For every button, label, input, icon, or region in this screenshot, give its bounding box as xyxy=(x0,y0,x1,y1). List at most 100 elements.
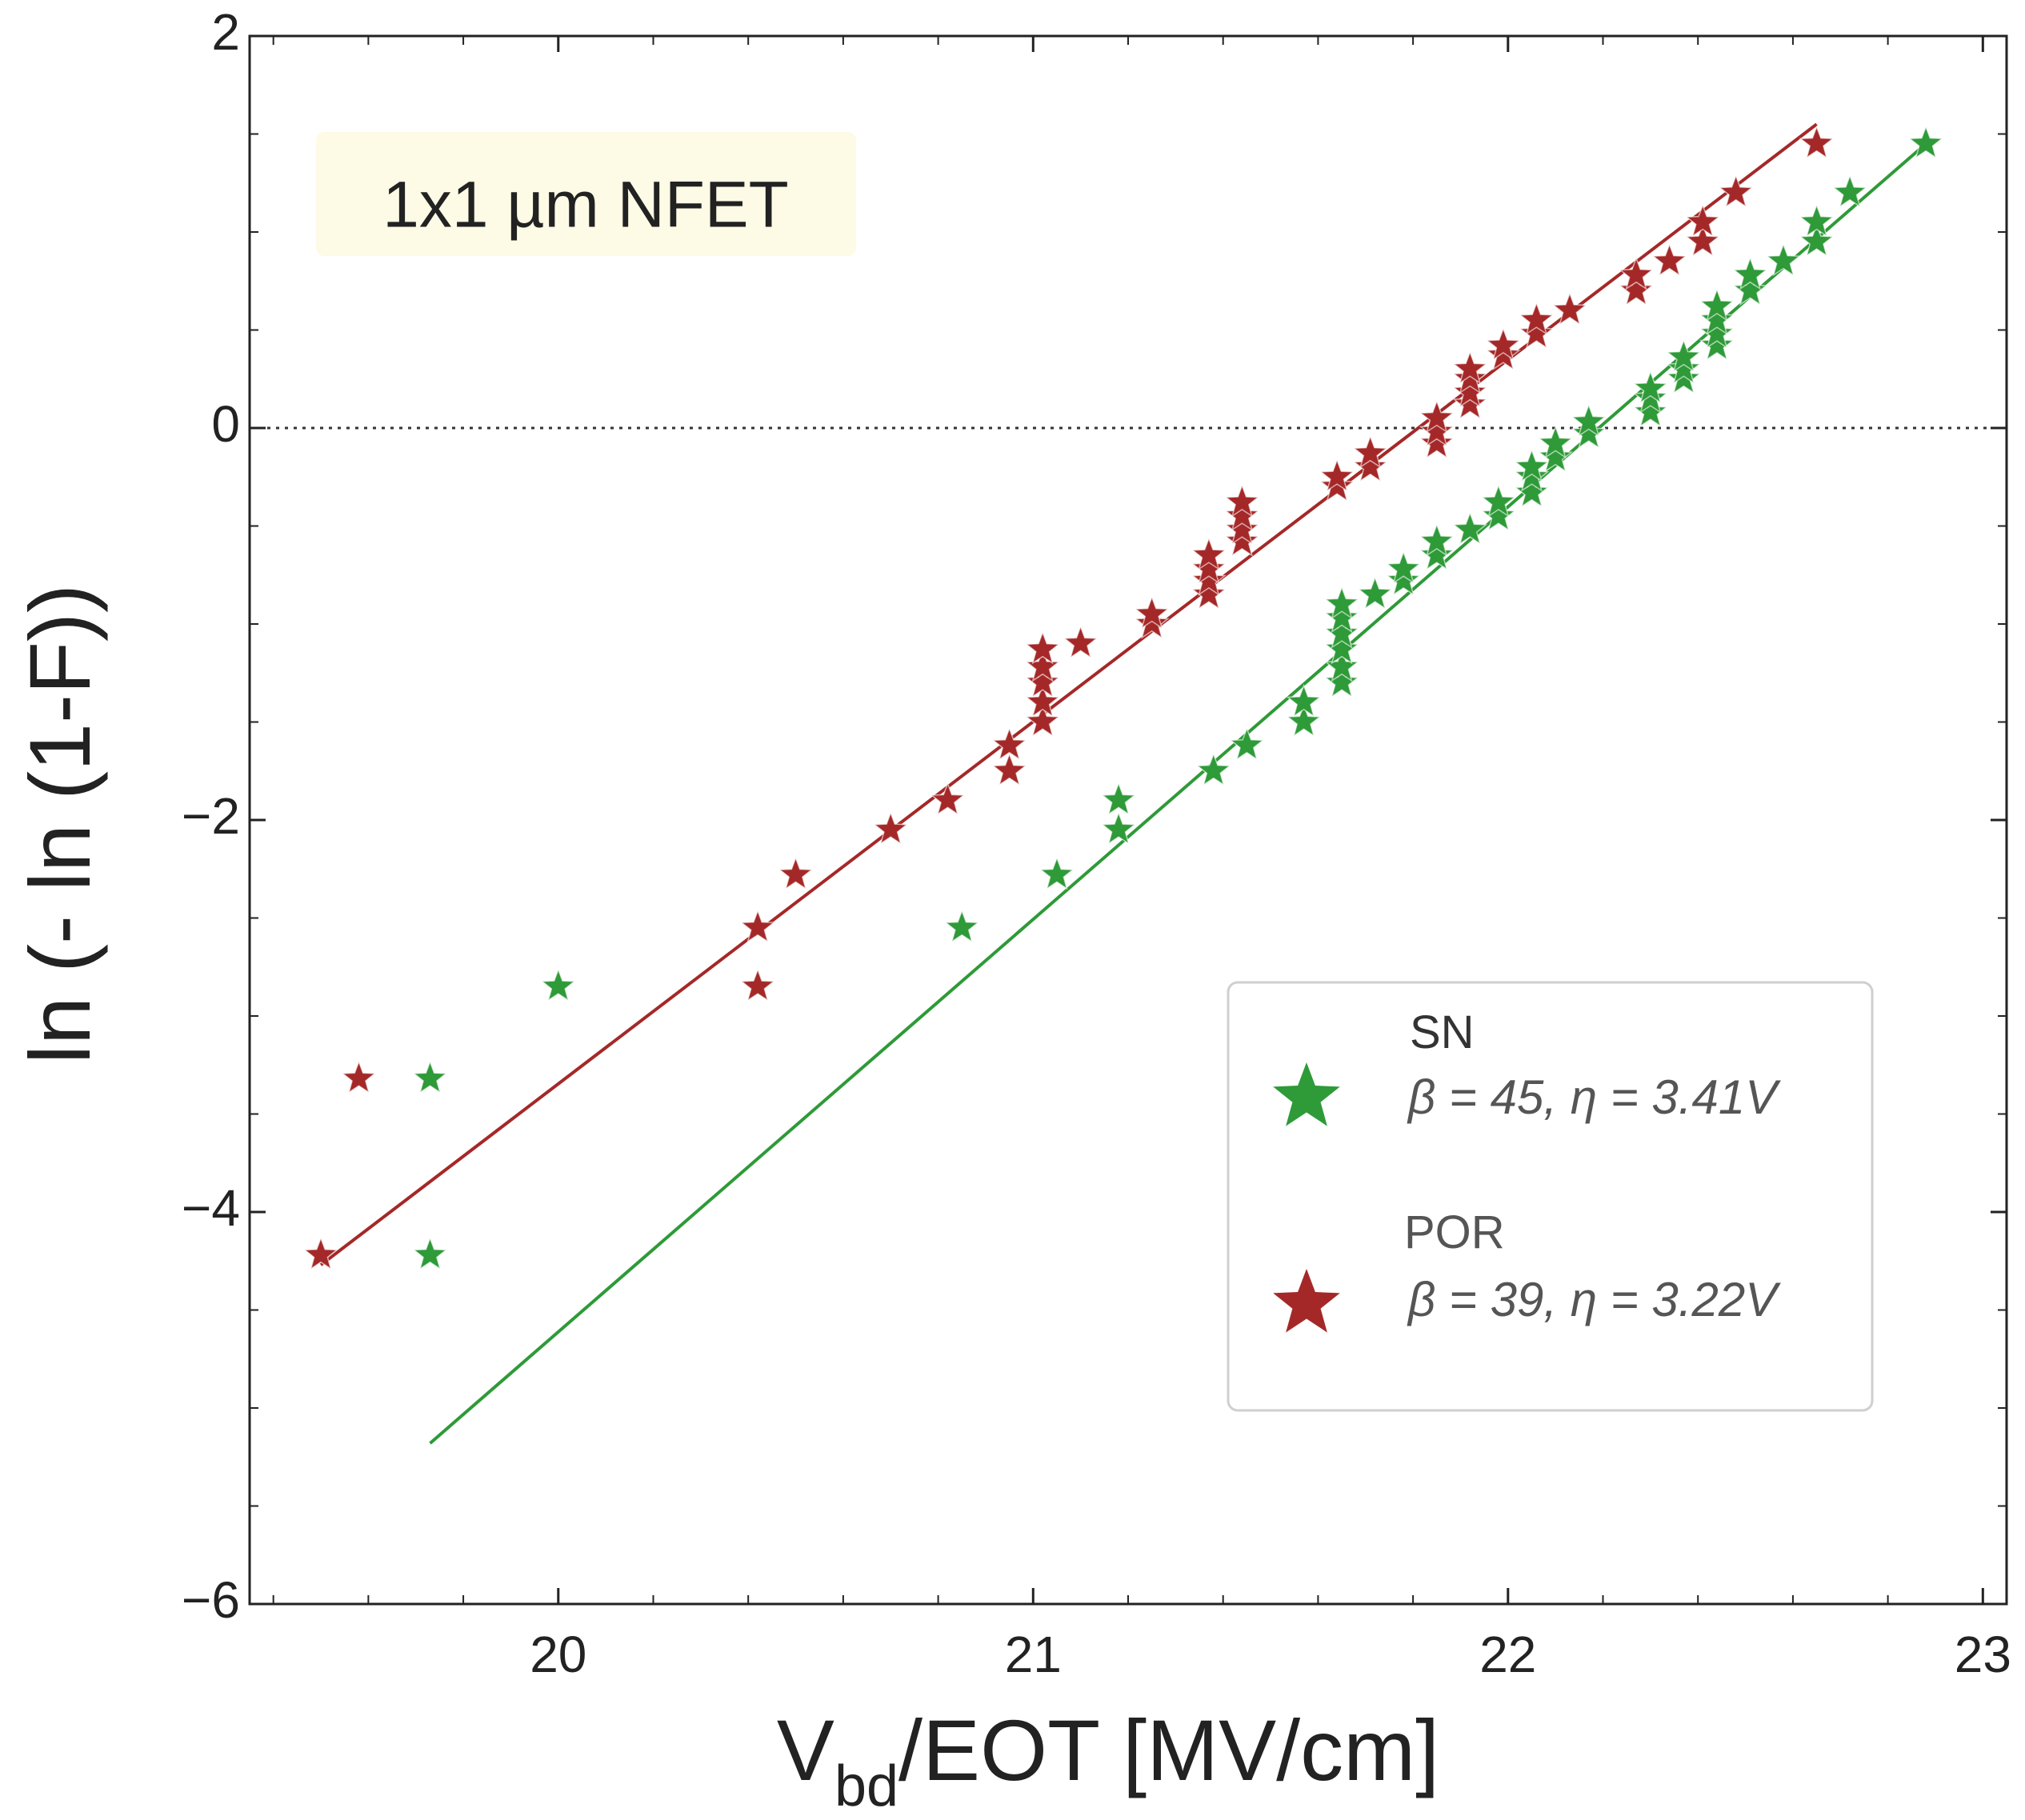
data-point-por xyxy=(1319,458,1355,492)
data-point-sn xyxy=(1286,683,1322,718)
y-tick-label: 0 xyxy=(211,395,240,453)
data-point-por xyxy=(1134,595,1170,630)
x-tick-label: 21 xyxy=(1005,1626,1062,1683)
data-point-sn xyxy=(1324,586,1360,620)
legend-box xyxy=(1227,981,1874,1412)
data-point-por xyxy=(778,856,814,890)
x-axis-label-main: V xyxy=(777,1702,834,1798)
x-axis-label-subscript: bd xyxy=(834,1754,898,1816)
data-point-sn xyxy=(1538,438,1574,473)
data-point-sn xyxy=(944,909,980,943)
data-point-por xyxy=(1485,337,1521,371)
legend-params-sn: β = 45, η = 3.41V xyxy=(1407,1070,1781,1124)
annotation-text: 1x1 µm NFET xyxy=(382,169,788,242)
x-axis-label-rest: /EOT [MV/cm] xyxy=(898,1702,1439,1798)
data-point-por xyxy=(1619,256,1655,290)
data-point-por xyxy=(1452,374,1488,408)
data-point-sn xyxy=(412,1060,448,1094)
legend-params-por: β = 39, η = 3.22V xyxy=(1407,1273,1781,1326)
data-point-por xyxy=(1419,413,1455,447)
data-point-por xyxy=(1025,703,1061,738)
legend-label-sn: SN xyxy=(1410,1006,1475,1058)
data-point-por xyxy=(1025,664,1061,698)
data-point-sn xyxy=(1514,448,1550,482)
y-axis-label: ln (- ln (1-F)) xyxy=(11,584,108,1064)
data-point-por xyxy=(1452,350,1488,385)
data-point-por xyxy=(740,909,776,943)
data-point-por xyxy=(873,811,909,845)
y-tick-label: −2 xyxy=(182,787,240,845)
legend-star-icon xyxy=(1273,1269,1340,1333)
data-point-por xyxy=(1452,360,1488,394)
x-axis-label: Vbd/EOT [MV/cm] xyxy=(777,1702,1439,1816)
data-point-por xyxy=(1025,683,1061,718)
y-tick-label: −6 xyxy=(182,1571,240,1629)
y-tick-label: 2 xyxy=(211,3,240,61)
data-point-por xyxy=(1025,630,1061,665)
data-point-por xyxy=(1619,272,1655,306)
data-point-por xyxy=(1718,174,1754,208)
x-tick-label: 23 xyxy=(1955,1626,2011,1683)
data-point-sn xyxy=(1799,203,1835,238)
data-point-sn xyxy=(1732,256,1768,290)
data-point-por xyxy=(1551,291,1587,326)
data-point-sn xyxy=(1666,350,1702,385)
data-point-sn xyxy=(1452,511,1488,546)
data-point-sn xyxy=(1386,550,1422,585)
legend-marker-por xyxy=(1273,1269,1340,1333)
data-point-sn xyxy=(1324,630,1360,665)
data-point-sn xyxy=(1480,498,1516,531)
data-point-por xyxy=(740,968,776,1002)
data-point-por xyxy=(991,726,1027,761)
data-point-por xyxy=(303,1236,339,1270)
data-point-sn xyxy=(1571,403,1607,438)
data-point-sn xyxy=(1766,242,1802,277)
data-point-sn xyxy=(1286,703,1322,738)
data-point-sn xyxy=(540,968,576,1002)
data-point-sn xyxy=(1480,483,1516,518)
data-point-por xyxy=(1191,576,1227,610)
data-point-sn xyxy=(1195,752,1231,786)
data-point-por xyxy=(1224,483,1260,518)
data-point-por xyxy=(1224,498,1260,531)
data-points xyxy=(303,125,1944,1270)
data-point-por xyxy=(1799,125,1835,159)
data-point-sn xyxy=(1324,664,1360,698)
data-point-por xyxy=(1352,434,1388,469)
data-point-por xyxy=(1134,605,1170,639)
data-point-sn xyxy=(1666,338,1702,373)
data-point-por xyxy=(1191,562,1227,596)
data-point-por xyxy=(1651,242,1687,277)
data-point-sn xyxy=(1571,415,1607,450)
data-point-por xyxy=(1224,522,1260,557)
data-point-sn xyxy=(1357,576,1393,610)
data-point-por xyxy=(1352,448,1388,482)
data-point-sn xyxy=(1832,174,1868,208)
annotation-box xyxy=(316,132,856,256)
data-point-sn xyxy=(1699,287,1735,322)
data-point-sn xyxy=(1538,425,1574,459)
legend: SN β = 45, η = 3.41V POR β = 39, η = 3.2… xyxy=(1227,981,1874,1412)
legend-star-icon xyxy=(1273,1062,1340,1126)
data-point-sn xyxy=(1908,125,1944,159)
axis-ticks: 20 21 22 23 −6 −4 −2 0 2 xyxy=(182,3,2011,1683)
data-point-sn xyxy=(1514,474,1550,508)
data-point-sn xyxy=(1666,360,1702,394)
data-point-por xyxy=(341,1060,377,1094)
data-point-sn xyxy=(1732,272,1768,306)
data-point-sn xyxy=(412,1236,448,1270)
data-point-sn xyxy=(1324,648,1360,682)
x-tick-label: 20 xyxy=(530,1626,586,1683)
data-point-por xyxy=(1485,326,1521,361)
data-point-sn xyxy=(1039,856,1075,890)
data-point-sn xyxy=(1324,599,1360,634)
data-point-por xyxy=(1452,386,1488,420)
data-point-por xyxy=(1063,625,1099,659)
data-point-sn xyxy=(1699,302,1735,335)
data-point-sn xyxy=(1699,326,1735,361)
legend-label-por: POR xyxy=(1404,1206,1505,1258)
data-point-por xyxy=(1519,302,1555,335)
data-point-sn xyxy=(1514,458,1550,492)
data-point-por xyxy=(1419,399,1455,434)
